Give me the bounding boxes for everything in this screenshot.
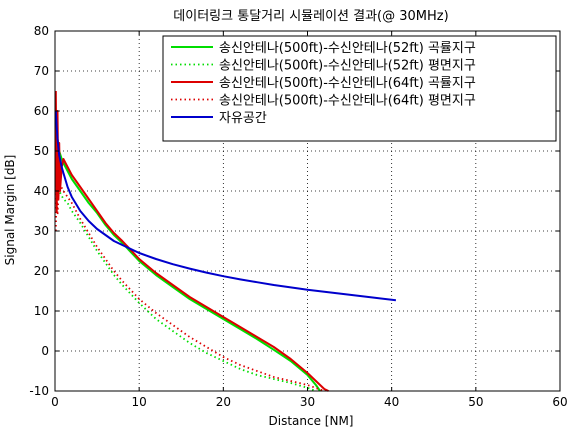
x-tick-label: 20 <box>216 395 231 409</box>
y-tick-label: -10 <box>29 384 49 398</box>
y-tick-label: 0 <box>41 344 49 358</box>
x-axis-label: Distance [NM] <box>269 414 354 428</box>
series-line-5 <box>54 110 397 302</box>
x-tick-label: 30 <box>300 395 315 409</box>
y-tick-label: 50 <box>34 144 49 158</box>
chart-title: 데이터링크 통달거리 시뮬레이션 결과(@ 30MHz) <box>173 9 448 24</box>
series-line-4 <box>54 182 325 392</box>
legend-entry-1: 송신안테나(500ft)-수신안테나(52ft) 곡률지구 <box>219 41 476 56</box>
legend-entry-2: 송신안테나(500ft)-수신안테나(52ft) 평면지구 <box>219 59 476 74</box>
y-tick-label: 60 <box>34 104 49 118</box>
x-tick-label: 0 <box>51 395 59 409</box>
y-tick-label: 20 <box>34 264 49 278</box>
series-group <box>54 90 397 392</box>
legend-box <box>162 35 557 142</box>
legend-entry-4: 송신안테나(500ft)-수신안테나(64ft) 평면지구 <box>219 94 476 109</box>
legend-entry-5: 자유공간 <box>219 111 267 126</box>
y-tick-label: 70 <box>34 64 49 78</box>
y-tick-label: 80 <box>34 24 49 38</box>
series-line-1 <box>54 118 321 392</box>
y-tick-label: 40 <box>34 184 49 198</box>
legend-entry-3: 송신안테나(500ft)-수신안테나(64ft) 곡률지구 <box>219 76 476 91</box>
series-line-2 <box>54 182 317 392</box>
legend: 송신안테나(500ft)-수신안테나(52ft) 곡률지구송신안테나(500ft… <box>162 35 557 142</box>
x-tick-label: 40 <box>384 395 399 409</box>
series-line-3 <box>54 90 329 392</box>
y-tick-label: 30 <box>34 224 49 238</box>
x-tick-label: 60 <box>552 395 567 409</box>
y-axis-label: Signal Margin [dB] <box>3 155 17 266</box>
y-tick-label: 10 <box>34 304 49 318</box>
x-tick-label: 50 <box>468 395 483 409</box>
x-tick-label: 10 <box>132 395 147 409</box>
